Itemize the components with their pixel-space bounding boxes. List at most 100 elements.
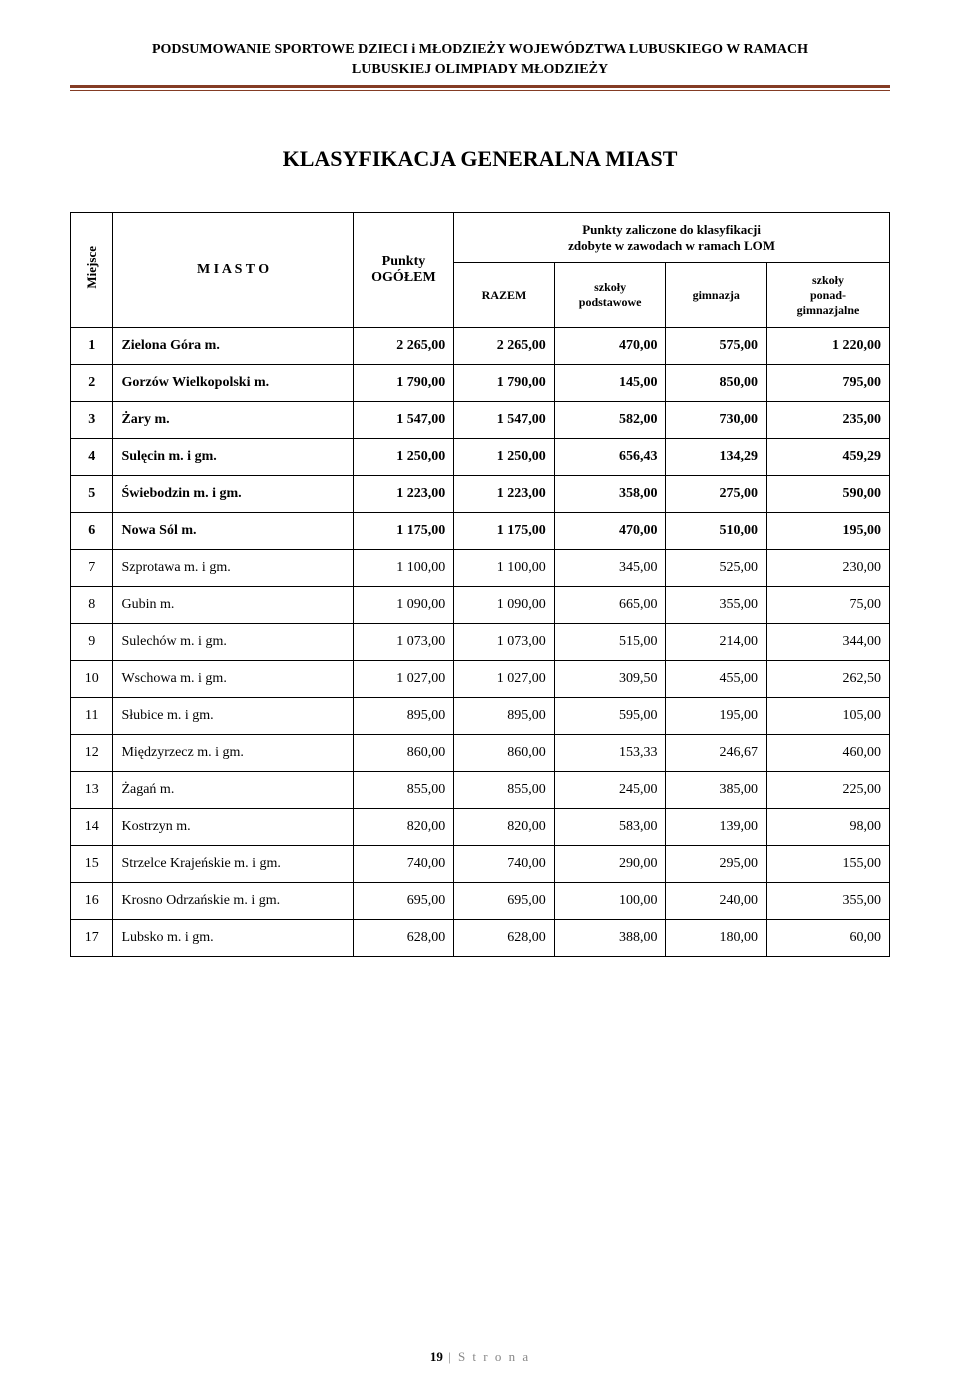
cell-podst: 100,00 [554, 883, 666, 920]
th-ogolem: Punkty OGÓŁEM [353, 213, 454, 328]
cell-gim: 240,00 [666, 883, 767, 920]
table-row: 1Zielona Góra m.2 265,002 265,00470,0057… [71, 328, 890, 365]
th-podst-l1: szkoły [594, 280, 626, 294]
cell-rank: 17 [71, 920, 113, 957]
table-row: 10Wschowa m. i gm.1 027,001 027,00309,50… [71, 661, 890, 698]
cell-rank: 13 [71, 772, 113, 809]
th-ponad-l2: ponad- [810, 288, 846, 302]
table-row: 3Żary m.1 547,001 547,00582,00730,00235,… [71, 402, 890, 439]
cell-rank: 3 [71, 402, 113, 439]
cell-rank: 4 [71, 439, 113, 476]
cell-gim: 455,00 [666, 661, 767, 698]
cell-gim: 246,67 [666, 735, 767, 772]
page-footer: 19 | S t r o n a [0, 1349, 960, 1365]
th-miejsce-label: Miejsce [84, 234, 100, 301]
cell-ogolem: 628,00 [353, 920, 454, 957]
cell-city: Zielona Góra m. [113, 328, 353, 365]
page-title: KLASYFIKACJA GENERALNA MIAST [70, 146, 890, 172]
cell-ponad: 225,00 [767, 772, 890, 809]
cell-ponad: 1 220,00 [767, 328, 890, 365]
cell-razem: 1 790,00 [454, 365, 555, 402]
table-row: 12Międzyrzecz m. i gm.860,00860,00153,33… [71, 735, 890, 772]
th-ponad: szkoły ponad- gimnazjalne [767, 263, 890, 328]
cell-ponad: 75,00 [767, 587, 890, 624]
cell-razem: 860,00 [454, 735, 555, 772]
cell-gim: 180,00 [666, 920, 767, 957]
cell-razem: 1 175,00 [454, 513, 555, 550]
cell-razem: 1 073,00 [454, 624, 555, 661]
cell-ponad: 230,00 [767, 550, 890, 587]
cell-podst: 153,33 [554, 735, 666, 772]
cell-rank: 7 [71, 550, 113, 587]
cell-razem: 855,00 [454, 772, 555, 809]
th-miasto: M I A S T O [113, 213, 353, 328]
cell-razem: 740,00 [454, 846, 555, 883]
table-row: 14Kostrzyn m.820,00820,00583,00139,0098,… [71, 809, 890, 846]
cell-ponad: 590,00 [767, 476, 890, 513]
th-ogolem-l1: Punkty [382, 254, 426, 269]
cell-rank: 12 [71, 735, 113, 772]
cell-ponad: 195,00 [767, 513, 890, 550]
cell-gim: 385,00 [666, 772, 767, 809]
footer-label: S t r o n a [458, 1349, 530, 1364]
cell-ogolem: 695,00 [353, 883, 454, 920]
cell-ogolem: 1 223,00 [353, 476, 454, 513]
cell-razem: 895,00 [454, 698, 555, 735]
table-row: 8Gubin m.1 090,001 090,00665,00355,0075,… [71, 587, 890, 624]
cell-ponad: 355,00 [767, 883, 890, 920]
table-row: 2Gorzów Wielkopolski m.1 790,001 790,001… [71, 365, 890, 402]
classification-table: Miejsce M I A S T O Punkty OGÓŁEM Punkty… [70, 212, 890, 957]
cell-podst: 245,00 [554, 772, 666, 809]
cell-city: Słubice m. i gm. [113, 698, 353, 735]
table-row: 15Strzelce Krajeńskie m. i gm.740,00740,… [71, 846, 890, 883]
cell-ogolem: 2 265,00 [353, 328, 454, 365]
cell-razem: 1 027,00 [454, 661, 555, 698]
table-body: 1Zielona Góra m.2 265,002 265,00470,0057… [71, 328, 890, 957]
cell-ponad: 105,00 [767, 698, 890, 735]
cell-rank: 11 [71, 698, 113, 735]
cell-ponad: 155,00 [767, 846, 890, 883]
table-row: 17Lubsko m. i gm.628,00628,00388,00180,0… [71, 920, 890, 957]
cell-gim: 295,00 [666, 846, 767, 883]
th-ponad-l1: szkoły [812, 273, 844, 287]
cell-ogolem: 895,00 [353, 698, 454, 735]
cell-ogolem: 1 250,00 [353, 439, 454, 476]
th-razem: RAZEM [454, 263, 555, 328]
page-header: PODSUMOWANIE SPORTOWE DZIECI i MŁODZIEŻY… [70, 40, 890, 79]
cell-rank: 2 [71, 365, 113, 402]
cell-city: Strzelce Krajeńskie m. i gm. [113, 846, 353, 883]
th-podst-l2: podstawowe [579, 295, 642, 309]
cell-gim: 139,00 [666, 809, 767, 846]
cell-rank: 8 [71, 587, 113, 624]
cell-rank: 9 [71, 624, 113, 661]
cell-ogolem: 820,00 [353, 809, 454, 846]
cell-razem: 695,00 [454, 883, 555, 920]
cell-podst: 656,43 [554, 439, 666, 476]
cell-gim: 195,00 [666, 698, 767, 735]
cell-city: Krosno Odrzańskie m. i gm. [113, 883, 353, 920]
table-row: 6Nowa Sól m.1 175,001 175,00470,00510,00… [71, 513, 890, 550]
cell-city: Kostrzyn m. [113, 809, 353, 846]
cell-podst: 358,00 [554, 476, 666, 513]
cell-rank: 1 [71, 328, 113, 365]
th-podst: szkoły podstawowe [554, 263, 666, 328]
cell-razem: 2 265,00 [454, 328, 555, 365]
cell-podst: 470,00 [554, 513, 666, 550]
cell-gim: 510,00 [666, 513, 767, 550]
cell-city: Sulechów m. i gm. [113, 624, 353, 661]
cell-city: Nowa Sól m. [113, 513, 353, 550]
cell-city: Gubin m. [113, 587, 353, 624]
cell-ogolem: 1 027,00 [353, 661, 454, 698]
cell-ponad: 98,00 [767, 809, 890, 846]
cell-ogolem: 1 547,00 [353, 402, 454, 439]
cell-rank: 5 [71, 476, 113, 513]
cell-city: Żagań m. [113, 772, 353, 809]
cell-ponad: 459,29 [767, 439, 890, 476]
cell-rank: 16 [71, 883, 113, 920]
cell-city: Żary m. [113, 402, 353, 439]
cell-gim: 850,00 [666, 365, 767, 402]
th-ponad-l3: gimnazjalne [797, 303, 860, 317]
cell-gim: 575,00 [666, 328, 767, 365]
th-gim: gimnazja [666, 263, 767, 328]
cell-ogolem: 855,00 [353, 772, 454, 809]
